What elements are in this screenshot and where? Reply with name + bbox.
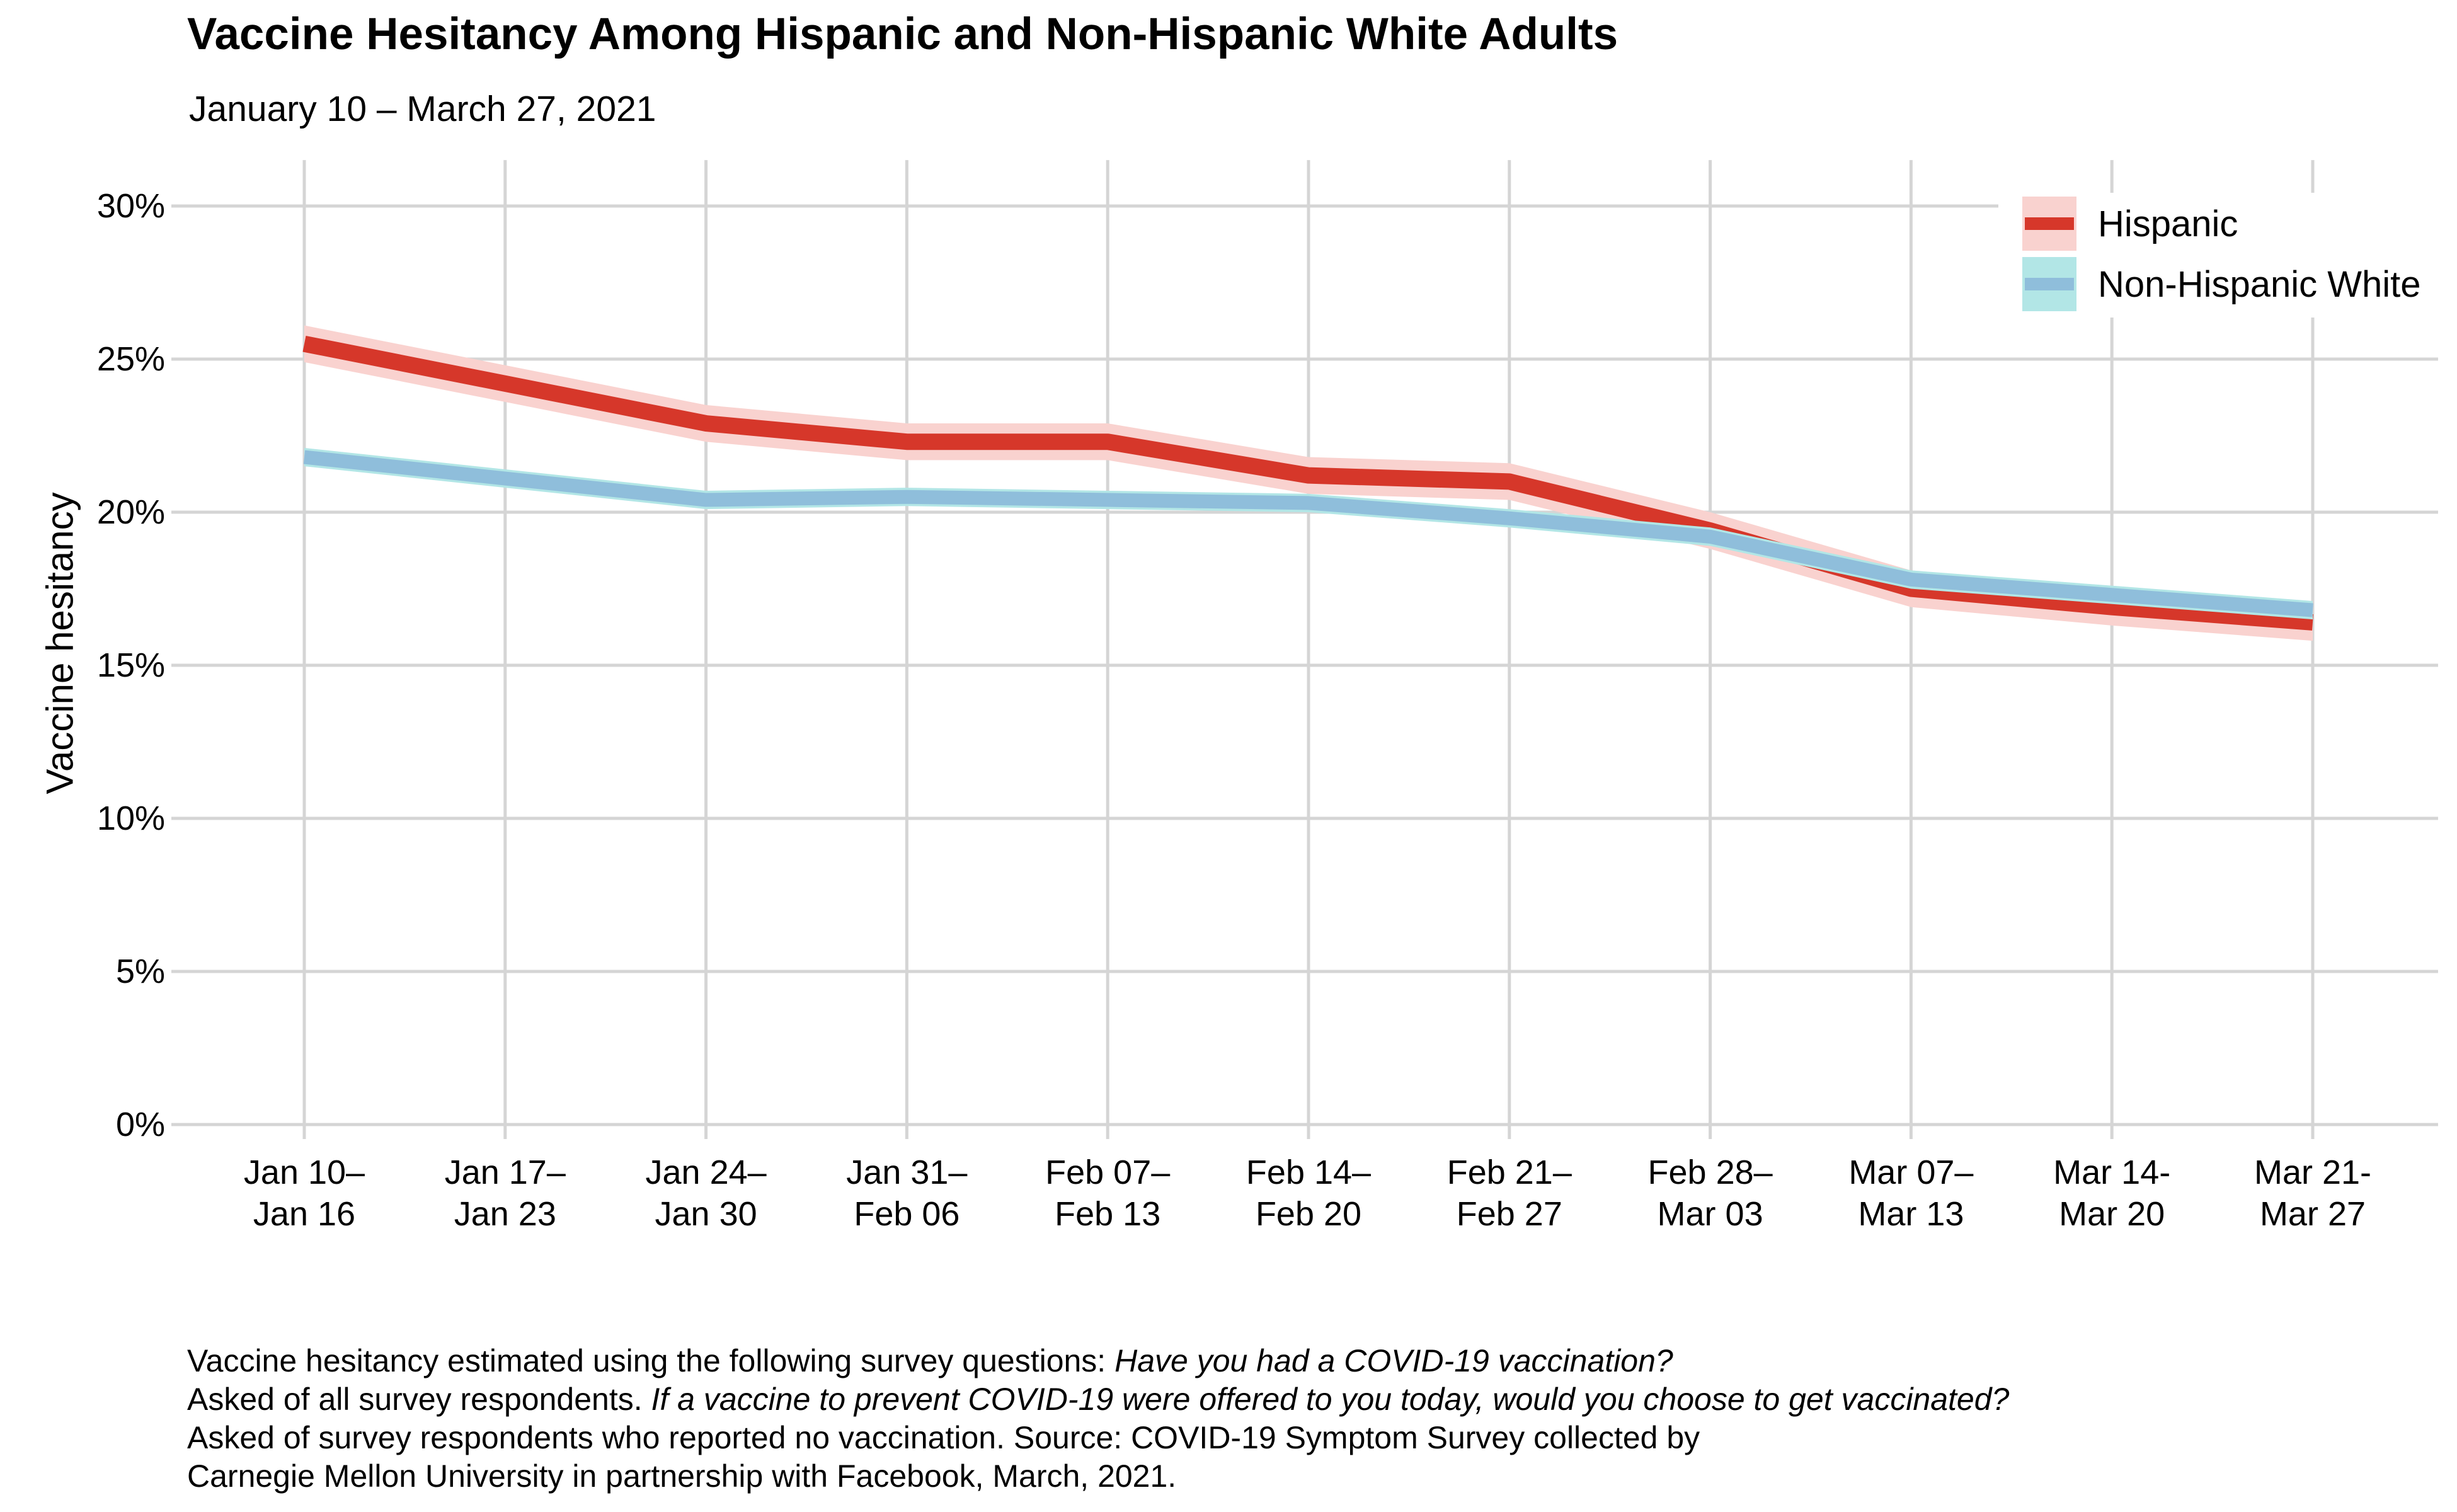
x-tick-label: Feb 21– Feb 27 <box>1446 1154 1572 1233</box>
x-tick-label: Feb 28– Mar 03 <box>1647 1154 1773 1233</box>
y-tick-label: 25% <box>96 340 165 378</box>
y-tick-label: 5% <box>115 953 165 990</box>
caption-text: Vaccine hesitancy estimated using the fo… <box>187 1343 1115 1378</box>
y-tick-label: 20% <box>96 493 165 531</box>
trend-line-non-hispanic-white <box>303 450 2313 617</box>
axis-ticks <box>171 204 2315 1139</box>
caption-line: Vaccine hesitancy estimated using the fo… <box>187 1342 2009 1380</box>
x-tick-label: Jan 31– Feb 06 <box>846 1154 968 1233</box>
x-tick-label: Jan 24– Jan 30 <box>645 1154 767 1233</box>
legend-key-line-icon <box>2025 278 2074 290</box>
legend-item: Hispanic <box>2022 197 2421 251</box>
legend-key-line-icon <box>2025 217 2074 230</box>
caption-text: Carnegie Mellon University in partnershi… <box>187 1458 1177 1494</box>
trend-line-hispanic <box>302 335 2313 631</box>
caption-text: Asked of all survey respondents. <box>187 1382 651 1417</box>
caption-survey-question: Have you had a COVID-19 vaccination? <box>1114 1343 1673 1378</box>
legend: Hispanic Non-Hispanic White <box>1998 193 2449 318</box>
legend-item: Non-Hispanic White <box>2022 257 2421 311</box>
caption-survey-question: If a vaccine to prevent COVID-19 were of… <box>651 1382 2010 1417</box>
chart-subtitle: January 10 – March 27, 2021 <box>189 89 656 129</box>
legend-label: Non-Hispanic White <box>2098 263 2421 305</box>
caption-line: Carnegie Mellon University in partnershi… <box>187 1457 2009 1496</box>
x-tick-label: Jan 17– Jan 23 <box>444 1154 566 1233</box>
chart-title: Vaccine Hesitancy Among Hispanic and Non… <box>187 9 1618 59</box>
x-tick-label: Jan 10– Jan 16 <box>243 1154 365 1233</box>
x-tick-label: Feb 07– Feb 13 <box>1045 1154 1171 1233</box>
x-tick-label: Feb 14– Feb 20 <box>1246 1154 1372 1233</box>
series-layer <box>302 325 2313 641</box>
legend-swatch <box>2022 197 2076 251</box>
y-axis-title: Vaccine hesitancy <box>38 492 81 794</box>
caption-line: Asked of survey respondents who reported… <box>187 1419 2009 1457</box>
caption-text: Asked of survey respondents who reported… <box>187 1420 1700 1455</box>
confidence-band-non-hispanic-white <box>304 447 2313 620</box>
legend-swatch <box>2022 257 2076 311</box>
x-tick-label: Mar 07– Mar 13 <box>1848 1154 1974 1233</box>
caption: Vaccine hesitancy estimated using the fo… <box>187 1342 2009 1496</box>
y-tick-label: 30% <box>96 187 165 225</box>
x-tick-label: Mar 21- Mar 27 <box>2254 1154 2372 1233</box>
y-tick-label: 0% <box>115 1106 165 1143</box>
y-tick-label: 10% <box>96 799 165 837</box>
x-tick-label: Mar 14- Mar 20 <box>2053 1154 2171 1233</box>
legend-label: Hispanic <box>2098 203 2238 244</box>
caption-line: Asked of all survey respondents. If a va… <box>187 1380 2009 1419</box>
y-tick-label: 15% <box>96 646 165 684</box>
